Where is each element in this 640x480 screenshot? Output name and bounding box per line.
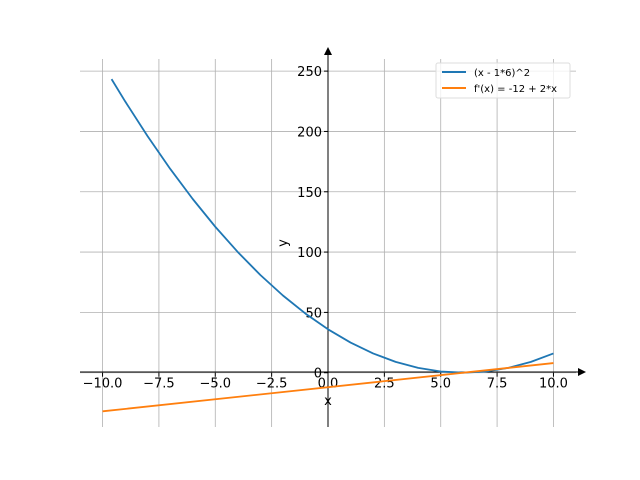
ticks: −10.0 −7.5 −5.0 −2.5 0.0 2.5 5.0 7.5 10.00501001… (83, 65, 568, 392)
y-tick-label: 0 (314, 367, 322, 382)
x-tick-label: −5.0 (199, 377, 231, 392)
y-tick-label: 50 (305, 306, 322, 321)
x-tick-label: 5.0 (430, 377, 451, 392)
y-axis-arrow (324, 47, 332, 55)
x-tick-label: 7.5 (487, 377, 508, 392)
x-axis-arrow (578, 368, 586, 376)
y-tick-label: 250 (297, 65, 322, 80)
x-tick-label: 10.0 (539, 377, 568, 392)
legend-label-series-1: (x - 1*6)^2 (474, 68, 530, 79)
legend-label-series-2: f'(x) = -12 + 2*x (474, 84, 557, 95)
x-tick-label: 2.5 (374, 377, 395, 392)
series-line-1 (110, 78, 554, 374)
series-line-2 (102, 362, 554, 413)
x-tick-label: −2.5 (256, 377, 288, 392)
x-tick-label: −10.0 (83, 377, 123, 392)
x-axis-label: x (324, 394, 332, 409)
x-tick-label: −7.5 (143, 377, 175, 392)
series (102, 78, 554, 413)
axes (80, 47, 586, 427)
y-tick-label: 200 (297, 125, 322, 140)
legend: (x - 1*6)^2 f'(x) = -12 + 2*x (435, 62, 571, 99)
y-tick-label: 150 (297, 186, 322, 201)
y-tick-label: 100 (297, 246, 322, 261)
legend-box (435, 62, 571, 99)
y-axis-label: y (276, 239, 291, 247)
